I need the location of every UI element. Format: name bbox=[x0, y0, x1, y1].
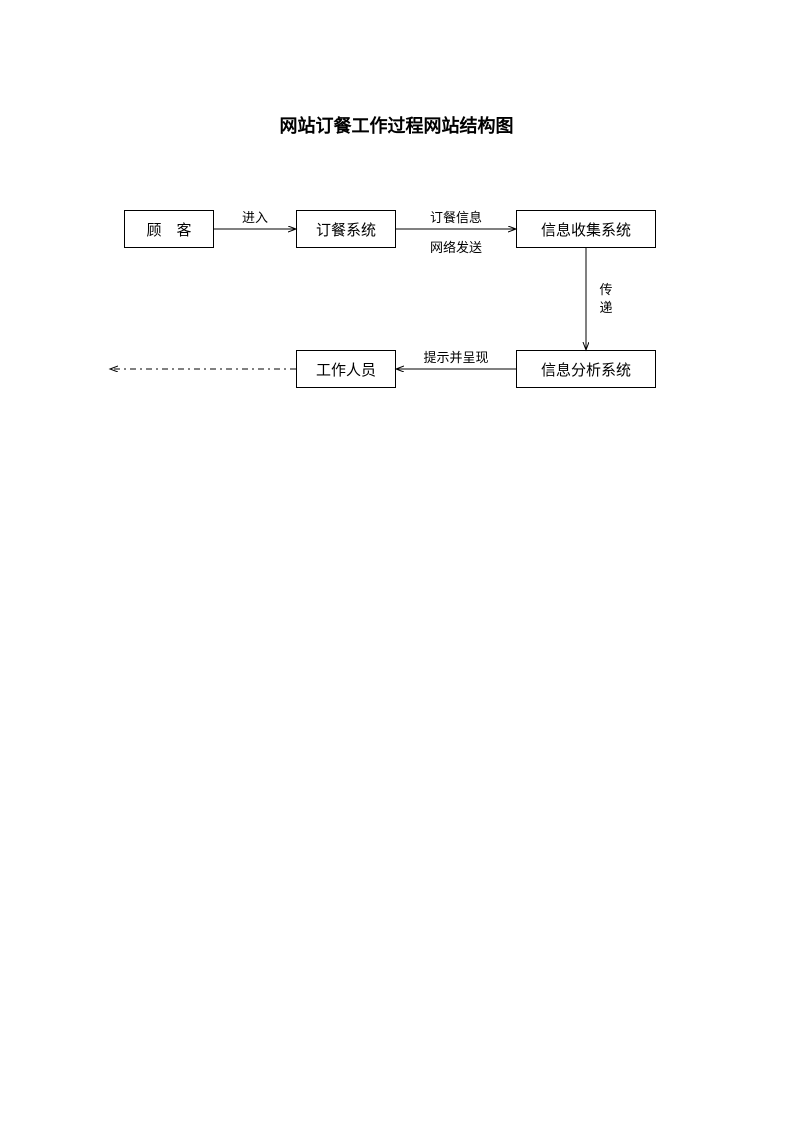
edges-overlay bbox=[0, 0, 793, 1122]
edge-label: 订餐信息 bbox=[396, 207, 516, 226]
edge-label: 进入 bbox=[195, 207, 315, 226]
node-analysis: 信息分析系统 bbox=[516, 350, 656, 388]
edge-label: 传递 bbox=[596, 281, 616, 317]
diagram-title: 网站订餐工作过程网站结构图 bbox=[0, 112, 793, 138]
edge-label: 提示并呈现 bbox=[396, 347, 516, 366]
node-collection: 信息收集系统 bbox=[516, 210, 656, 248]
node-staff: 工作人员 bbox=[296, 350, 396, 388]
edge-label: 网络发送 bbox=[396, 237, 516, 256]
